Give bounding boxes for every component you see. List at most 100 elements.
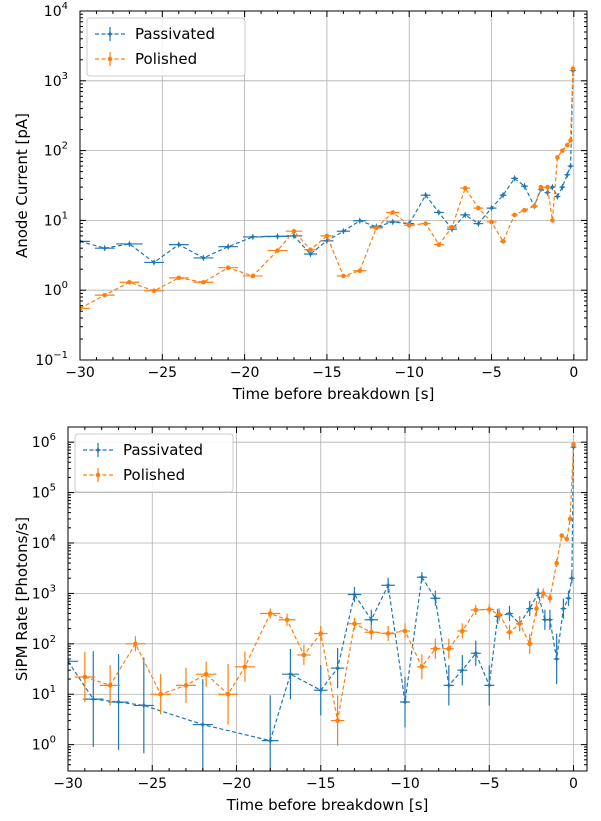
series-line-polished bbox=[80, 68, 574, 309]
data-point bbox=[507, 629, 512, 635]
data-point bbox=[317, 686, 325, 694]
data-point bbox=[534, 606, 539, 611]
data-point bbox=[101, 244, 109, 252]
data-point bbox=[423, 221, 428, 226]
data-point bbox=[249, 233, 257, 241]
data-point bbox=[553, 192, 561, 201]
data-point bbox=[273, 232, 282, 240]
y-tick-label: 10−1 bbox=[35, 350, 68, 369]
data-point bbox=[500, 239, 506, 244]
data-point bbox=[505, 609, 514, 618]
data-point bbox=[150, 258, 158, 267]
y-tick-label: 101 bbox=[32, 684, 56, 703]
data-point bbox=[373, 225, 379, 231]
data-point bbox=[266, 737, 274, 745]
y-tick-label: 102 bbox=[44, 141, 68, 160]
data-point bbox=[203, 671, 209, 677]
y-tick-label: 105 bbox=[32, 483, 56, 502]
data-point bbox=[545, 184, 550, 190]
data-point bbox=[568, 138, 573, 143]
data-point bbox=[422, 191, 430, 199]
x-tick-label: −20 bbox=[222, 776, 252, 792]
y-tick-base: 10 bbox=[32, 637, 50, 653]
y-tick-base: 10 bbox=[32, 586, 50, 602]
data-point bbox=[350, 590, 359, 599]
data-point bbox=[564, 536, 570, 542]
legend-marker bbox=[95, 472, 101, 478]
data-point bbox=[486, 607, 492, 612]
y-tick-exponent: 0 bbox=[50, 735, 56, 746]
y-tick-label: 101 bbox=[44, 210, 68, 229]
data-point bbox=[494, 612, 502, 620]
chart-panel-2: −30 −25 −20 −15 −10 −5 0100101102103104105106T… bbox=[13, 426, 588, 814]
series-polished bbox=[74, 442, 576, 746]
data-point bbox=[433, 646, 438, 652]
data-point bbox=[151, 288, 157, 294]
x-tick-label: −25 bbox=[148, 365, 178, 381]
data-point bbox=[570, 66, 576, 71]
data-point bbox=[224, 243, 232, 251]
x-tick-label: −10 bbox=[390, 776, 420, 792]
data-point bbox=[512, 212, 517, 218]
y-tick-label: 100 bbox=[32, 735, 56, 754]
data-point bbox=[250, 273, 256, 279]
legend: Passivated Polished bbox=[86, 17, 246, 77]
data-point bbox=[499, 191, 507, 199]
data-point bbox=[339, 227, 347, 235]
x-tick-label: −25 bbox=[137, 776, 167, 792]
legend-marker bbox=[94, 446, 102, 454]
y-tick-base: 10 bbox=[32, 435, 50, 451]
data-point bbox=[335, 718, 340, 723]
data-point bbox=[341, 273, 346, 279]
data-point bbox=[324, 233, 330, 239]
data-point bbox=[242, 664, 248, 670]
data-point bbox=[369, 629, 374, 635]
data-point bbox=[140, 701, 148, 710]
data-point bbox=[554, 560, 559, 566]
legend-label-passivated: Passivated bbox=[123, 441, 203, 459]
data-point bbox=[567, 516, 573, 522]
data-point bbox=[474, 219, 482, 228]
data-point bbox=[284, 617, 290, 623]
data-point bbox=[199, 720, 207, 729]
data-point bbox=[564, 142, 570, 148]
data-point bbox=[323, 237, 331, 245]
data-point bbox=[406, 223, 412, 228]
y-tick-base: 10 bbox=[32, 738, 50, 754]
data-point bbox=[225, 691, 231, 697]
data-point bbox=[401, 698, 409, 706]
data-point bbox=[563, 171, 571, 179]
data-point bbox=[225, 265, 231, 271]
y-tick-label: 106 bbox=[32, 432, 56, 451]
plot-frame bbox=[67, 426, 588, 772]
data-point bbox=[290, 232, 298, 240]
data-point bbox=[384, 581, 392, 589]
data-point bbox=[487, 204, 496, 212]
data-point bbox=[461, 211, 469, 219]
data-point bbox=[418, 573, 426, 581]
y-tick-base: 10 bbox=[44, 4, 62, 20]
legend-label-passivated: Passivated bbox=[135, 25, 215, 43]
data-point bbox=[520, 182, 529, 190]
data-point bbox=[547, 595, 553, 601]
plot-area bbox=[68, 442, 578, 771]
data-point bbox=[458, 666, 466, 674]
y-tick-base: 10 bbox=[44, 74, 62, 90]
legend: Passivated Polished bbox=[74, 433, 234, 493]
data-point bbox=[543, 189, 552, 197]
data-point bbox=[352, 621, 357, 627]
data-point bbox=[158, 691, 163, 697]
data-point bbox=[199, 254, 208, 262]
data-point bbox=[566, 162, 575, 170]
data-point bbox=[472, 649, 480, 657]
data-point bbox=[133, 641, 138, 647]
x-tick-label: 0 bbox=[569, 776, 578, 792]
data-point bbox=[301, 652, 307, 658]
plot-area bbox=[80, 66, 577, 311]
data-point bbox=[546, 616, 554, 624]
data-point bbox=[436, 242, 442, 247]
data-point bbox=[555, 155, 560, 160]
y-tick-base: 10 bbox=[32, 486, 50, 502]
data-point bbox=[449, 224, 455, 230]
